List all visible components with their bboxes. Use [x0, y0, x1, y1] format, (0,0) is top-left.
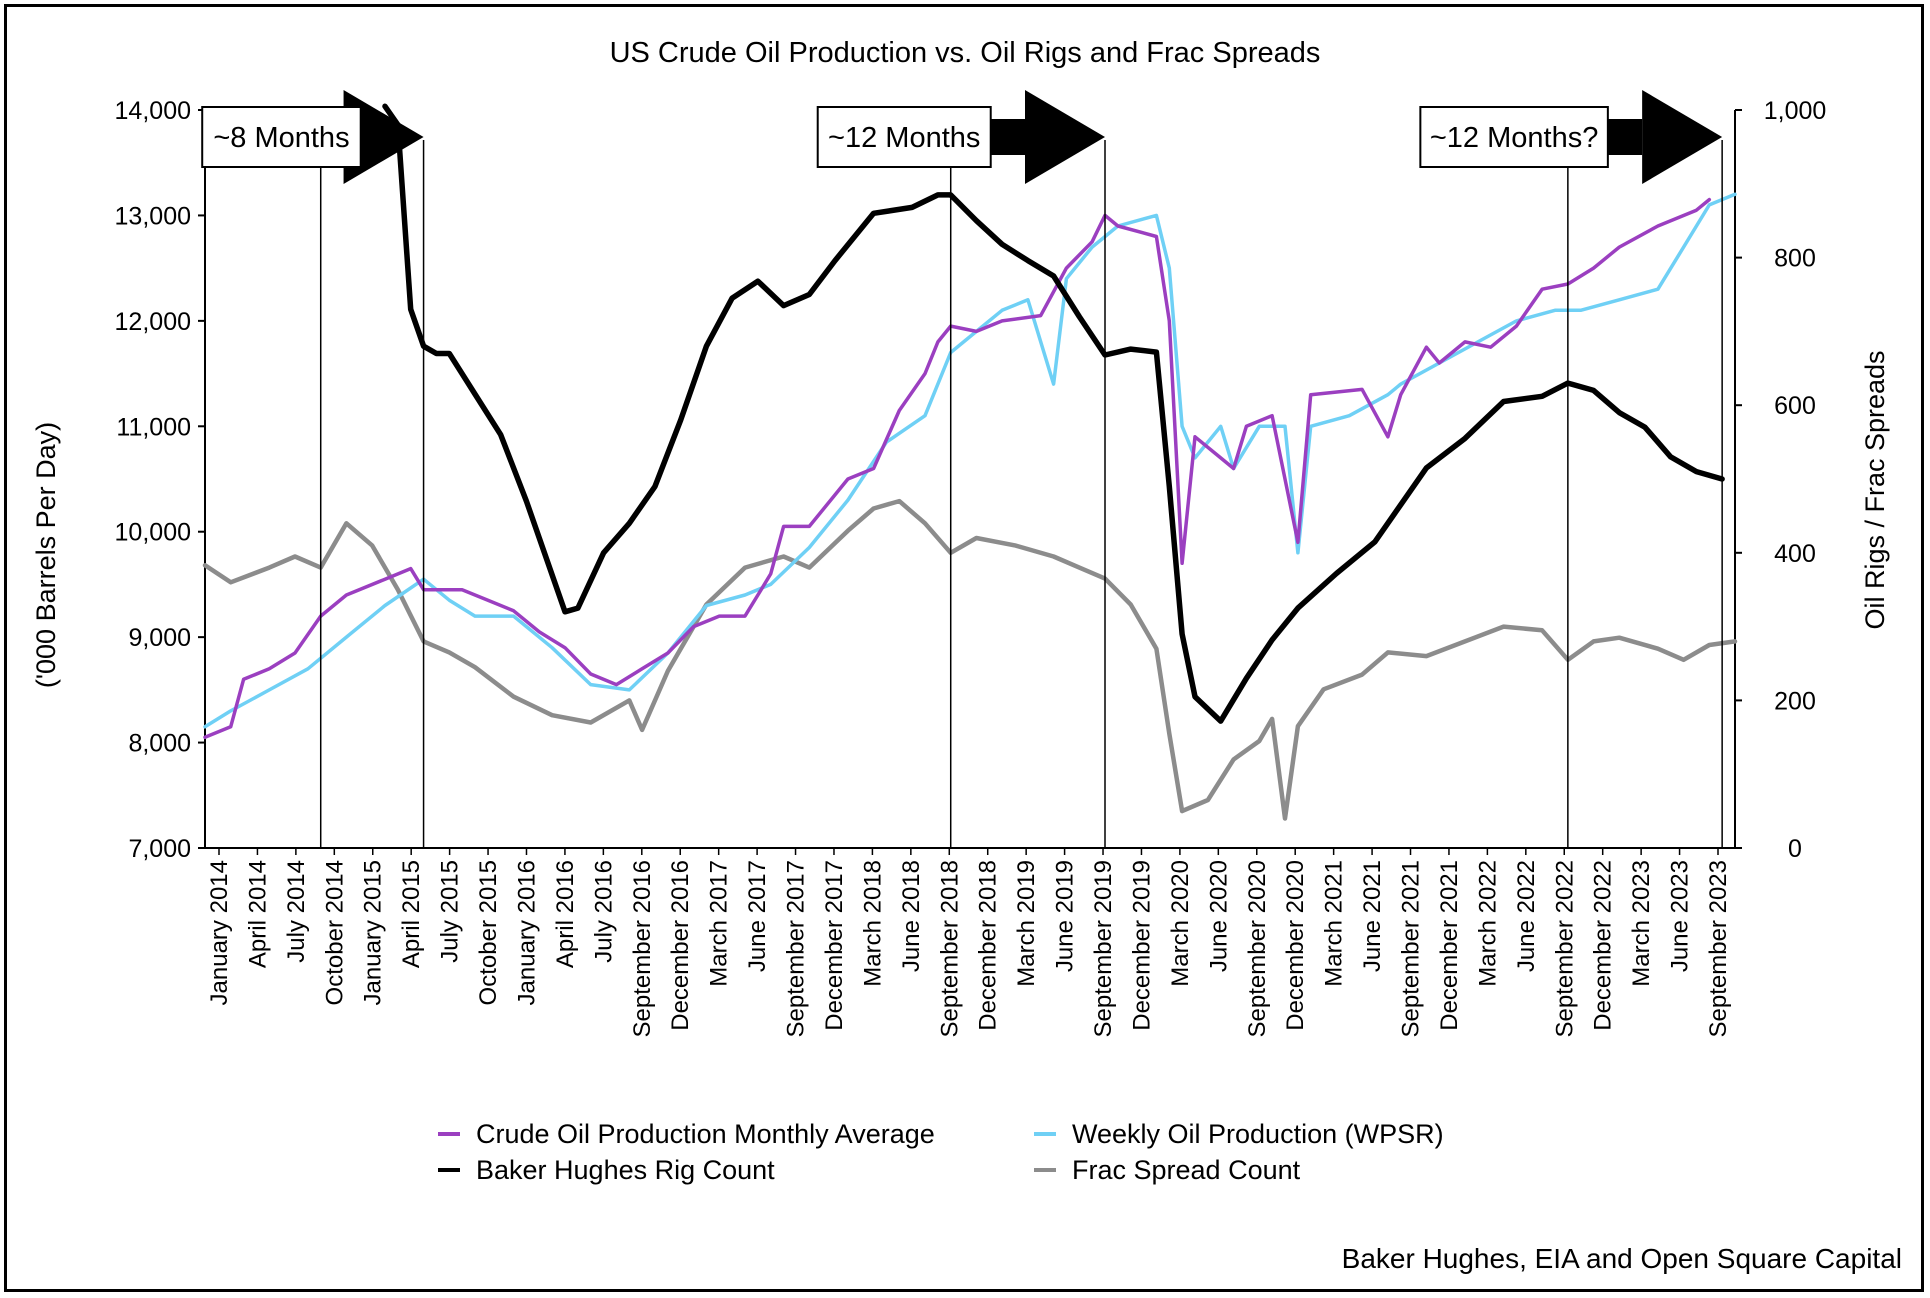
- series-line-baker-hughes-rig-count: [382, 103, 1725, 724]
- x-tick-label: March 2018: [859, 860, 886, 987]
- annotation-box: [1419, 106, 1609, 168]
- x-tick-label: July 2014: [283, 860, 310, 963]
- chart-title: US Crude Oil Production vs. Oil Rigs and…: [610, 37, 1321, 69]
- annotation-label: ~8 Months: [213, 122, 349, 154]
- x-tick-label: March 2021: [1321, 860, 1348, 987]
- annotation-label: ~12 Months: [828, 122, 980, 154]
- annotation-label: ~12 Months?: [1430, 122, 1598, 154]
- x-tick-label: June 2021: [1359, 860, 1386, 972]
- y-right-tick-label: 0: [1788, 835, 1802, 863]
- x-tick-label: June 2019: [1052, 860, 1079, 972]
- x-tick-label: March 2023: [1628, 860, 1655, 987]
- x-tick-label: October 2014: [321, 860, 348, 1005]
- y-right-tick-label: 1,000: [1764, 97, 1827, 125]
- x-tick-label: December 2017: [821, 860, 848, 1031]
- series-line-crude-oil-production-monthly-average: [203, 197, 1712, 740]
- x-tick-label: October 2015: [475, 860, 502, 1005]
- y-left-tick-label: 12,000: [115, 308, 191, 336]
- x-tick-label: March 2019: [1013, 860, 1040, 987]
- legend-label: Baker Hughes Rig Count: [476, 1155, 775, 1185]
- x-tick-label: March 2020: [1167, 860, 1194, 987]
- legend-label: Crude Oil Production Monthly Average: [476, 1119, 935, 1149]
- x-tick-label: December 2018: [975, 860, 1002, 1031]
- y-axis-label-left: ('000 Barrels Per Day): [31, 422, 61, 688]
- x-tick-label: December 2020: [1282, 860, 1309, 1031]
- x-tick-label: April 2015: [398, 860, 425, 968]
- y-left-tick-label: 7,000: [128, 835, 191, 863]
- y-left-tick-label: 8,000: [128, 730, 191, 758]
- x-tick-label: July 2015: [437, 860, 464, 963]
- x-tick-label: December 2019: [1128, 860, 1155, 1031]
- series-line-frac-spread-count: [202, 498, 1738, 821]
- y-right-tick-label: 400: [1774, 540, 1816, 568]
- x-tick-label: January 2014: [206, 860, 233, 1005]
- y-right-tick-label: 600: [1774, 392, 1816, 420]
- x-tick-label: January 2016: [513, 860, 540, 1005]
- x-tick-label: September 2017: [783, 860, 810, 1037]
- chart-legend: Crude Oil Production Monthly Average Week…: [438, 1119, 1444, 1185]
- annotation-box: [816, 106, 992, 168]
- y-left-tick-label: 11,000: [116, 413, 191, 441]
- x-tick-label: June 2022: [1513, 860, 1540, 972]
- x-tick-label: December 2021: [1436, 860, 1463, 1031]
- annotation-arrow-head: [1025, 90, 1105, 184]
- chart-frame: [4, 4, 1924, 1292]
- legend-label: Weekly Oil Production (WPSR): [1072, 1119, 1444, 1149]
- x-tick-label: September 2020: [1244, 860, 1271, 1037]
- x-tick-label: July 2016: [590, 860, 617, 963]
- annotation-group: ~12 Months?: [1419, 90, 1723, 184]
- chart-source: Baker Hughes, EIA and Open Square Capita…: [1342, 1243, 1902, 1274]
- y-left-tick-label: 14,000: [115, 97, 191, 125]
- x-tick-label: September 2022: [1551, 860, 1578, 1037]
- x-tick-label: September 2021: [1398, 860, 1425, 1037]
- series-line-weekly-oil-production-wpsr: [203, 192, 1737, 729]
- y-right-tick-label: 200: [1774, 687, 1816, 715]
- y-left-tick-label: 9,000: [128, 624, 191, 652]
- x-tick-label: September 2016: [629, 860, 656, 1037]
- annotation-group: ~8 Months: [201, 90, 424, 184]
- annotation-arrow-head: [1642, 90, 1723, 184]
- x-tick-label: December 2022: [1590, 860, 1617, 1031]
- x-tick-label: March 2022: [1474, 860, 1501, 987]
- annotation-box: [201, 106, 362, 168]
- x-tick-label: June 2023: [1667, 860, 1694, 972]
- chart-axes: 7,000 8,000 9,000 10,000 11,000 12,000 13,000 1…: [115, 97, 1827, 1037]
- annotation-group: ~12 Months: [816, 90, 1105, 184]
- y-right-tick-label: 800: [1774, 245, 1816, 273]
- y-left-tick-label: 13,000: [115, 202, 191, 230]
- x-tick-label: April 2016: [552, 860, 579, 968]
- x-tick-label: June 2017: [744, 860, 771, 972]
- y-axis-label-right: Oil Rigs / Frac Spreads: [1860, 350, 1890, 629]
- x-tick-label: June 2020: [1205, 860, 1232, 972]
- annotation-arrow-head: [343, 90, 424, 184]
- x-tick-label: March 2017: [706, 860, 733, 987]
- x-tick-label: January 2015: [360, 860, 387, 1005]
- x-tick-label: September 2019: [1090, 860, 1117, 1037]
- x-tick-label: April 2014: [244, 860, 271, 968]
- chart-series-layer: [202, 103, 1738, 821]
- x-tick-label: December 2016: [667, 860, 694, 1031]
- chart-annotations: ~8 Months ~12 Months ~12 Months?: [201, 90, 1723, 848]
- x-tick-label: September 2018: [936, 860, 963, 1037]
- x-tick-label: June 2018: [898, 860, 925, 972]
- legend-label: Frac Spread Count: [1072, 1155, 1301, 1185]
- y-left-tick-label: 10,000: [115, 519, 191, 547]
- x-tick-label: September 2023: [1705, 860, 1732, 1037]
